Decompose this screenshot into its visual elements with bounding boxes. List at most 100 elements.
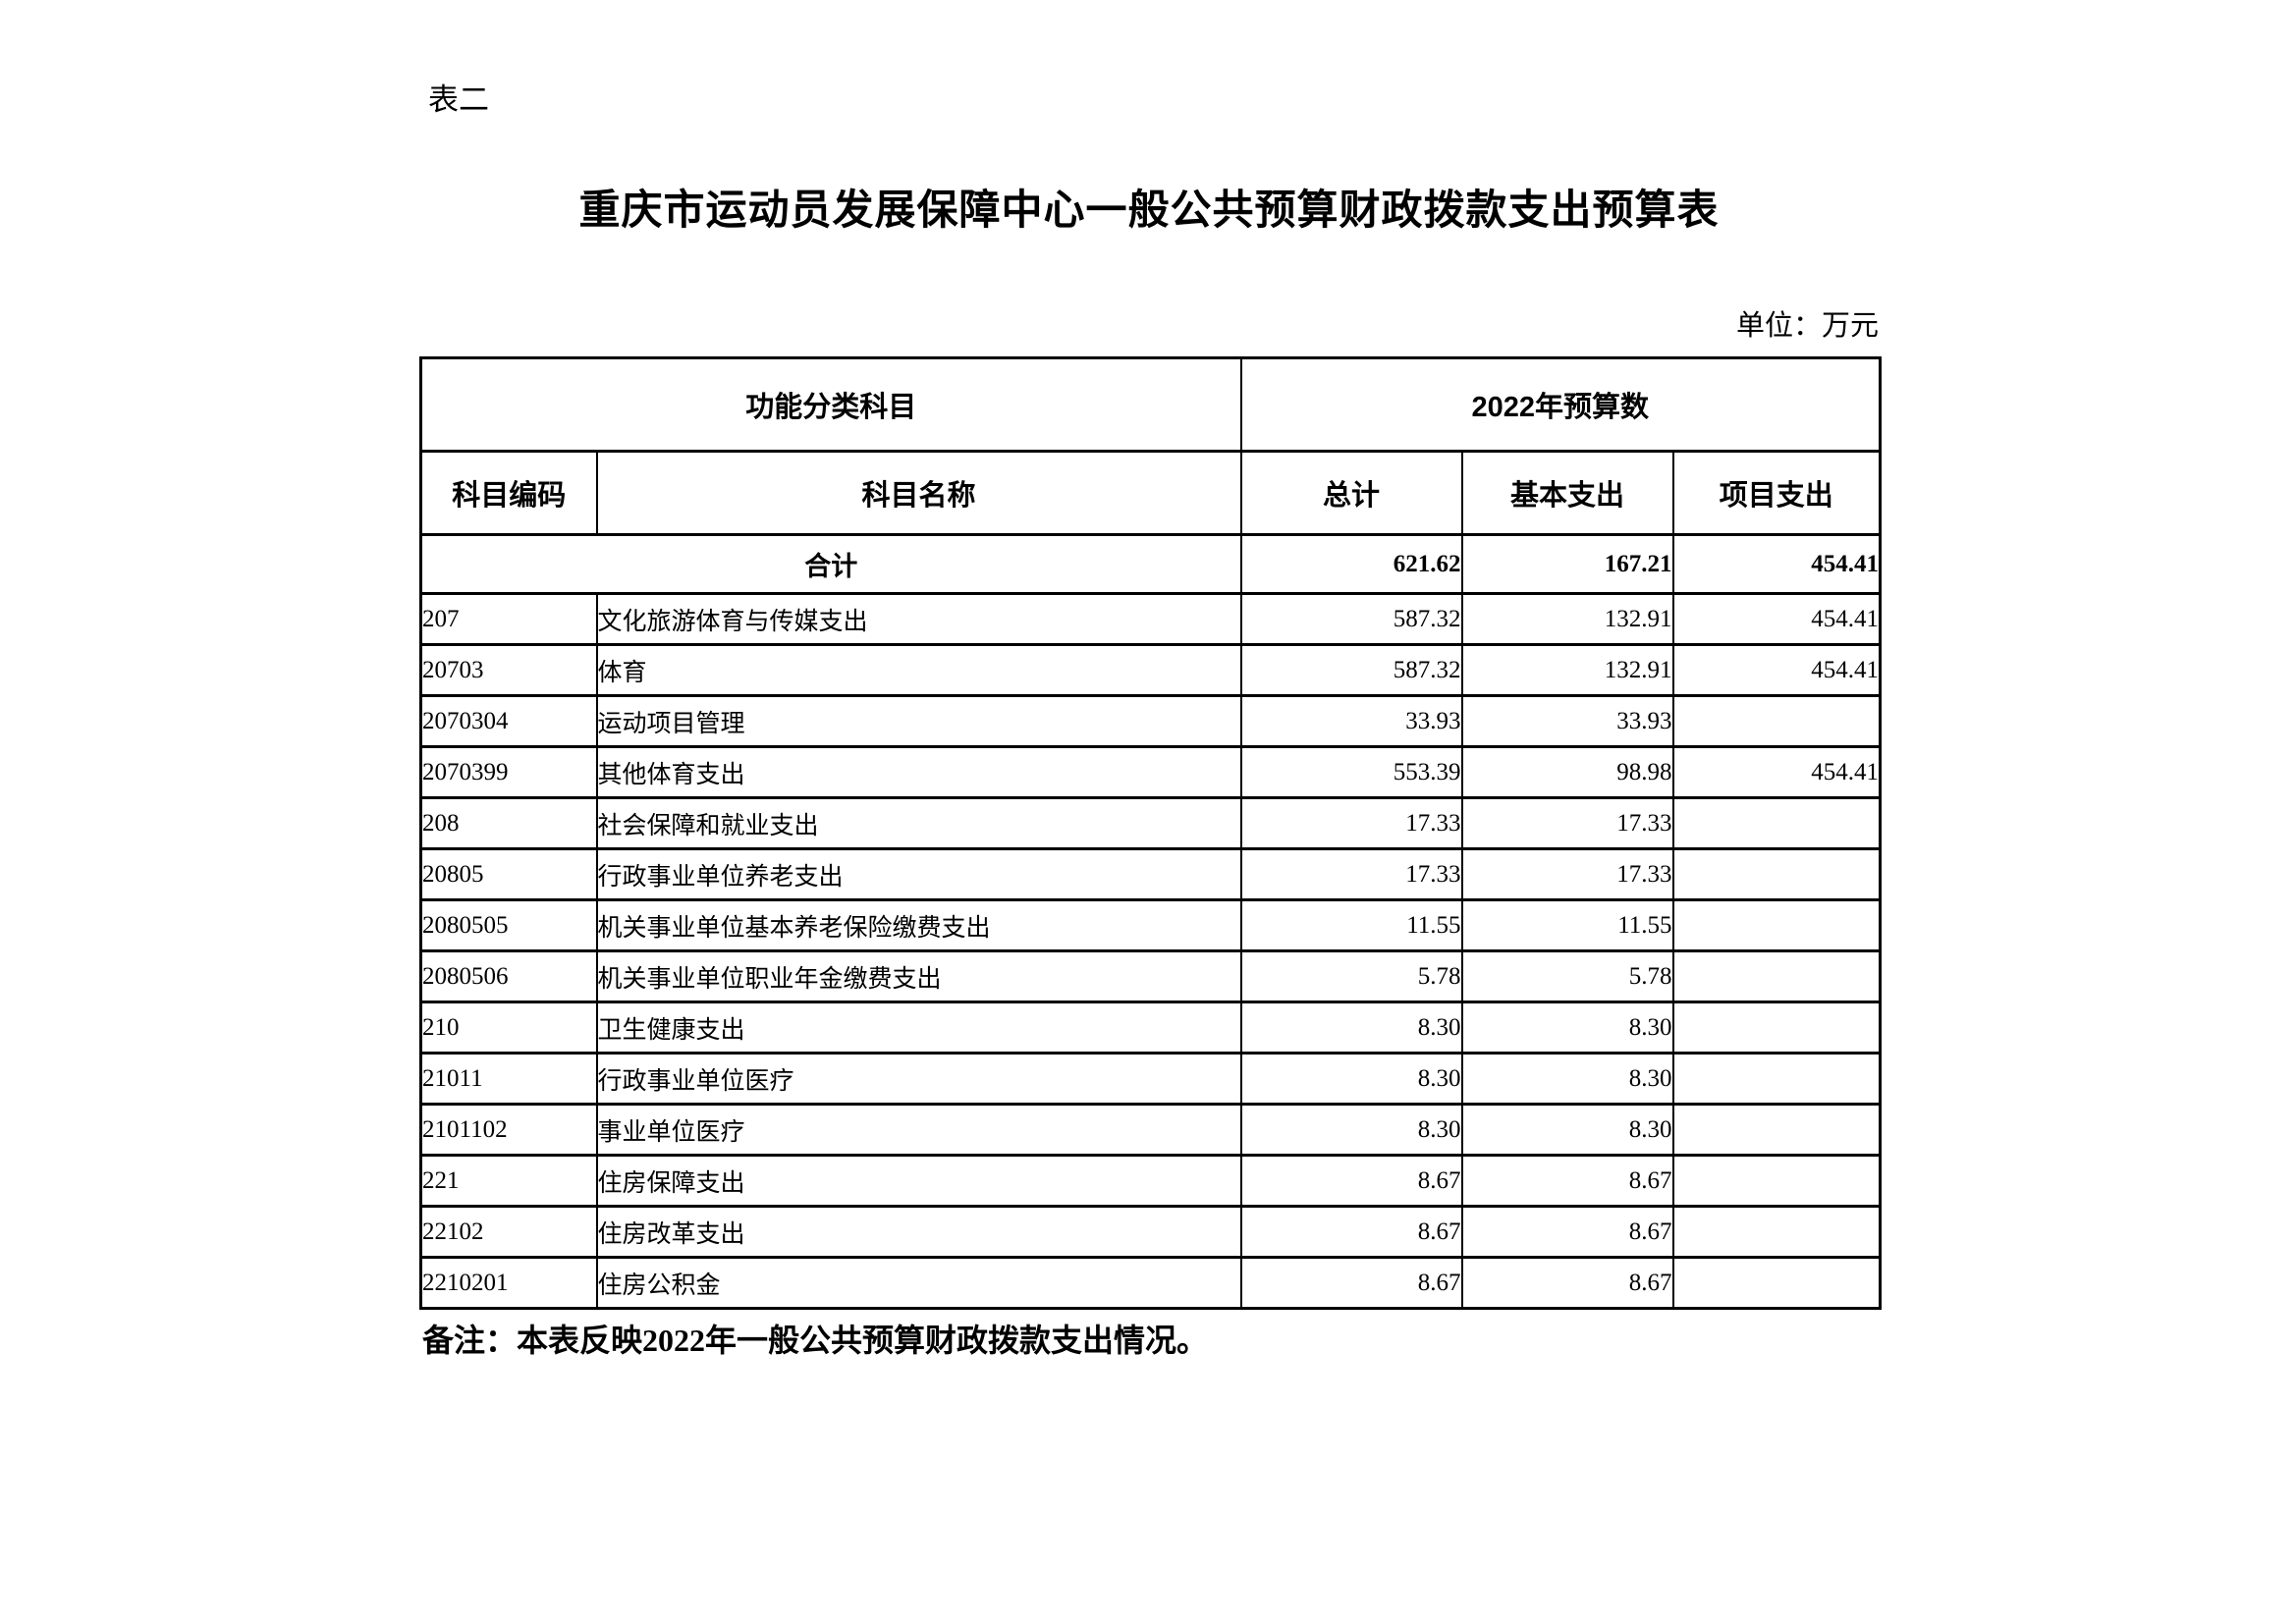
total-cell: 17.33: [1239, 847, 1463, 901]
table-row: 22102 住房改革支出 8.67 8.67: [419, 1205, 1882, 1259]
subject-name-cell: 住房公积金: [595, 1256, 1242, 1310]
subject-name-cell: 住房改革支出: [595, 1205, 1242, 1259]
subject-code-cell: 2070304: [419, 694, 598, 748]
subject-name-cell: 其他体育支出: [595, 745, 1242, 799]
basic-expenditure-cell: 8.67: [1460, 1205, 1674, 1259]
project-expenditure-cell: [1671, 694, 1882, 748]
total-cell: 11.55: [1239, 898, 1463, 952]
table-row: 21011 行政事业单位医疗 8.30 8.30: [419, 1052, 1882, 1106]
table-row: 20703 体育 587.32 132.91 454.41: [419, 643, 1882, 697]
table-row: 2070304 运动项目管理 33.93 33.93: [419, 694, 1882, 748]
table-row: 2210201 住房公积金 8.67 8.67: [419, 1256, 1882, 1310]
grand-total-label: 合计: [419, 533, 1242, 595]
subject-name-cell: 行政事业单位医疗: [595, 1052, 1242, 1106]
subject-name-cell: 运动项目管理: [595, 694, 1242, 748]
grand-total-total-cell: 621.62: [1239, 533, 1463, 595]
subject-code-cell: 208: [419, 796, 598, 850]
grand-total-project-cell: 454.41: [1671, 533, 1882, 595]
basic-expenditure-cell: 8.67: [1460, 1154, 1674, 1208]
subject-code-cell: 2080506: [419, 949, 598, 1003]
total-cell: 8.30: [1239, 1052, 1463, 1106]
header-basic-expenditure: 基本支出: [1460, 450, 1674, 536]
subject-code-cell: 21011: [419, 1052, 598, 1106]
grand-total-basic-cell: 167.21: [1460, 533, 1674, 595]
table-row: 2080505 机关事业单位基本养老保险缴费支出 11.55 11.55: [419, 898, 1882, 952]
project-expenditure-cell: 454.41: [1671, 643, 1882, 697]
header-total: 总计: [1239, 450, 1463, 536]
total-cell: 5.78: [1239, 949, 1463, 1003]
page-title: 重庆市运动员发展保障中心一般公共预算财政拨款支出预算表: [578, 189, 1720, 234]
total-cell: 8.30: [1239, 1001, 1463, 1055]
total-cell: 587.32: [1239, 643, 1463, 697]
subject-code-cell: 2210201: [419, 1256, 598, 1310]
table-row: 2101102 事业单位医疗 8.30 8.30: [419, 1103, 1882, 1157]
subject-name-cell: 社会保障和就业支出: [595, 796, 1242, 850]
subject-code-cell: 2101102: [419, 1103, 598, 1157]
total-cell: 33.93: [1239, 694, 1463, 748]
header-group-row: 功能分类科目 2022年预算数: [419, 356, 1882, 453]
subject-code-cell: 210: [419, 1001, 598, 1055]
total-cell: 8.67: [1239, 1256, 1463, 1310]
subject-code-cell: 221: [419, 1154, 598, 1208]
basic-expenditure-cell: 33.93: [1460, 694, 1674, 748]
subject-name-cell: 文化旅游体育与传媒支出: [595, 592, 1242, 646]
total-cell: 8.30: [1239, 1103, 1463, 1157]
header-columns-row: 科目编码 科目名称 总计 基本支出 项目支出: [419, 450, 1882, 536]
table-row: 207 文化旅游体育与传媒支出 587.32 132.91 454.41: [419, 592, 1882, 646]
basic-expenditure-cell: 11.55: [1460, 898, 1674, 952]
table-number-label: 表二: [428, 82, 489, 117]
total-cell: 553.39: [1239, 745, 1463, 799]
header-subject-code: 科目编码: [419, 450, 598, 536]
table-row: 208 社会保障和就业支出 17.33 17.33: [419, 796, 1882, 850]
subject-name-cell: 住房保障支出: [595, 1154, 1242, 1208]
grand-total-row: 合计 621.62 167.21 454.41: [419, 533, 1882, 595]
basic-expenditure-cell: 8.30: [1460, 1001, 1674, 1055]
project-expenditure-cell: [1671, 898, 1882, 952]
subject-code-cell: 2080505: [419, 898, 598, 952]
basic-expenditure-cell: 132.91: [1460, 643, 1674, 697]
basic-expenditure-cell: 8.67: [1460, 1256, 1674, 1310]
project-expenditure-cell: [1671, 1001, 1882, 1055]
project-expenditure-cell: [1671, 1256, 1882, 1310]
header-project-expenditure: 项目支出: [1671, 450, 1882, 536]
project-expenditure-cell: [1671, 796, 1882, 850]
table-row: 2080506 机关事业单位职业年金缴费支出 5.78 5.78: [419, 949, 1882, 1003]
header-subject-name: 科目名称: [595, 450, 1242, 536]
header-budget-2022: 2022年预算数: [1239, 356, 1882, 453]
project-expenditure-cell: 454.41: [1671, 592, 1882, 646]
subject-code-cell: 2070399: [419, 745, 598, 799]
basic-expenditure-cell: 132.91: [1460, 592, 1674, 646]
subject-name-cell: 行政事业单位养老支出: [595, 847, 1242, 901]
total-cell: 587.32: [1239, 592, 1463, 646]
table-row: 210 卫生健康支出 8.30 8.30: [419, 1001, 1882, 1055]
total-cell: 8.67: [1239, 1154, 1463, 1208]
subject-name-cell: 事业单位医疗: [595, 1103, 1242, 1157]
project-expenditure-cell: [1671, 1154, 1882, 1208]
table-row: 20805 行政事业单位养老支出 17.33 17.33: [419, 847, 1882, 901]
header-function-category: 功能分类科目: [419, 356, 1242, 453]
subject-name-cell: 机关事业单位基本养老保险缴费支出: [595, 898, 1242, 952]
basic-expenditure-cell: 17.33: [1460, 796, 1674, 850]
subject-code-cell: 207: [419, 592, 598, 646]
footnote: 备注：本表反映2022年一般公共预算财政拨款支出情况。: [422, 1323, 1209, 1358]
subject-name-cell: 机关事业单位职业年金缴费支出: [595, 949, 1242, 1003]
project-expenditure-cell: [1671, 1205, 1882, 1259]
subject-name-cell: 卫生健康支出: [595, 1001, 1242, 1055]
basic-expenditure-cell: 17.33: [1460, 847, 1674, 901]
unit-label: 单位：万元: [1735, 310, 1879, 342]
budget-table: 功能分类科目 2022年预算数 科目编码 科目名称 总计 基本支出 项目支出 合…: [419, 356, 1883, 1310]
project-expenditure-cell: 454.41: [1671, 745, 1882, 799]
subject-name-cell: 体育: [595, 643, 1242, 697]
basic-expenditure-cell: 8.30: [1460, 1052, 1674, 1106]
total-cell: 17.33: [1239, 796, 1463, 850]
subject-code-cell: 22102: [419, 1205, 598, 1259]
project-expenditure-cell: [1671, 1103, 1882, 1157]
basic-expenditure-cell: 8.30: [1460, 1103, 1674, 1157]
basic-expenditure-cell: 98.98: [1460, 745, 1674, 799]
table-row: 2070399 其他体育支出 553.39 98.98 454.41: [419, 745, 1882, 799]
project-expenditure-cell: [1671, 949, 1882, 1003]
project-expenditure-cell: [1671, 1052, 1882, 1106]
subject-code-cell: 20703: [419, 643, 598, 697]
table-row: 221 住房保障支出 8.67 8.67: [419, 1154, 1882, 1208]
